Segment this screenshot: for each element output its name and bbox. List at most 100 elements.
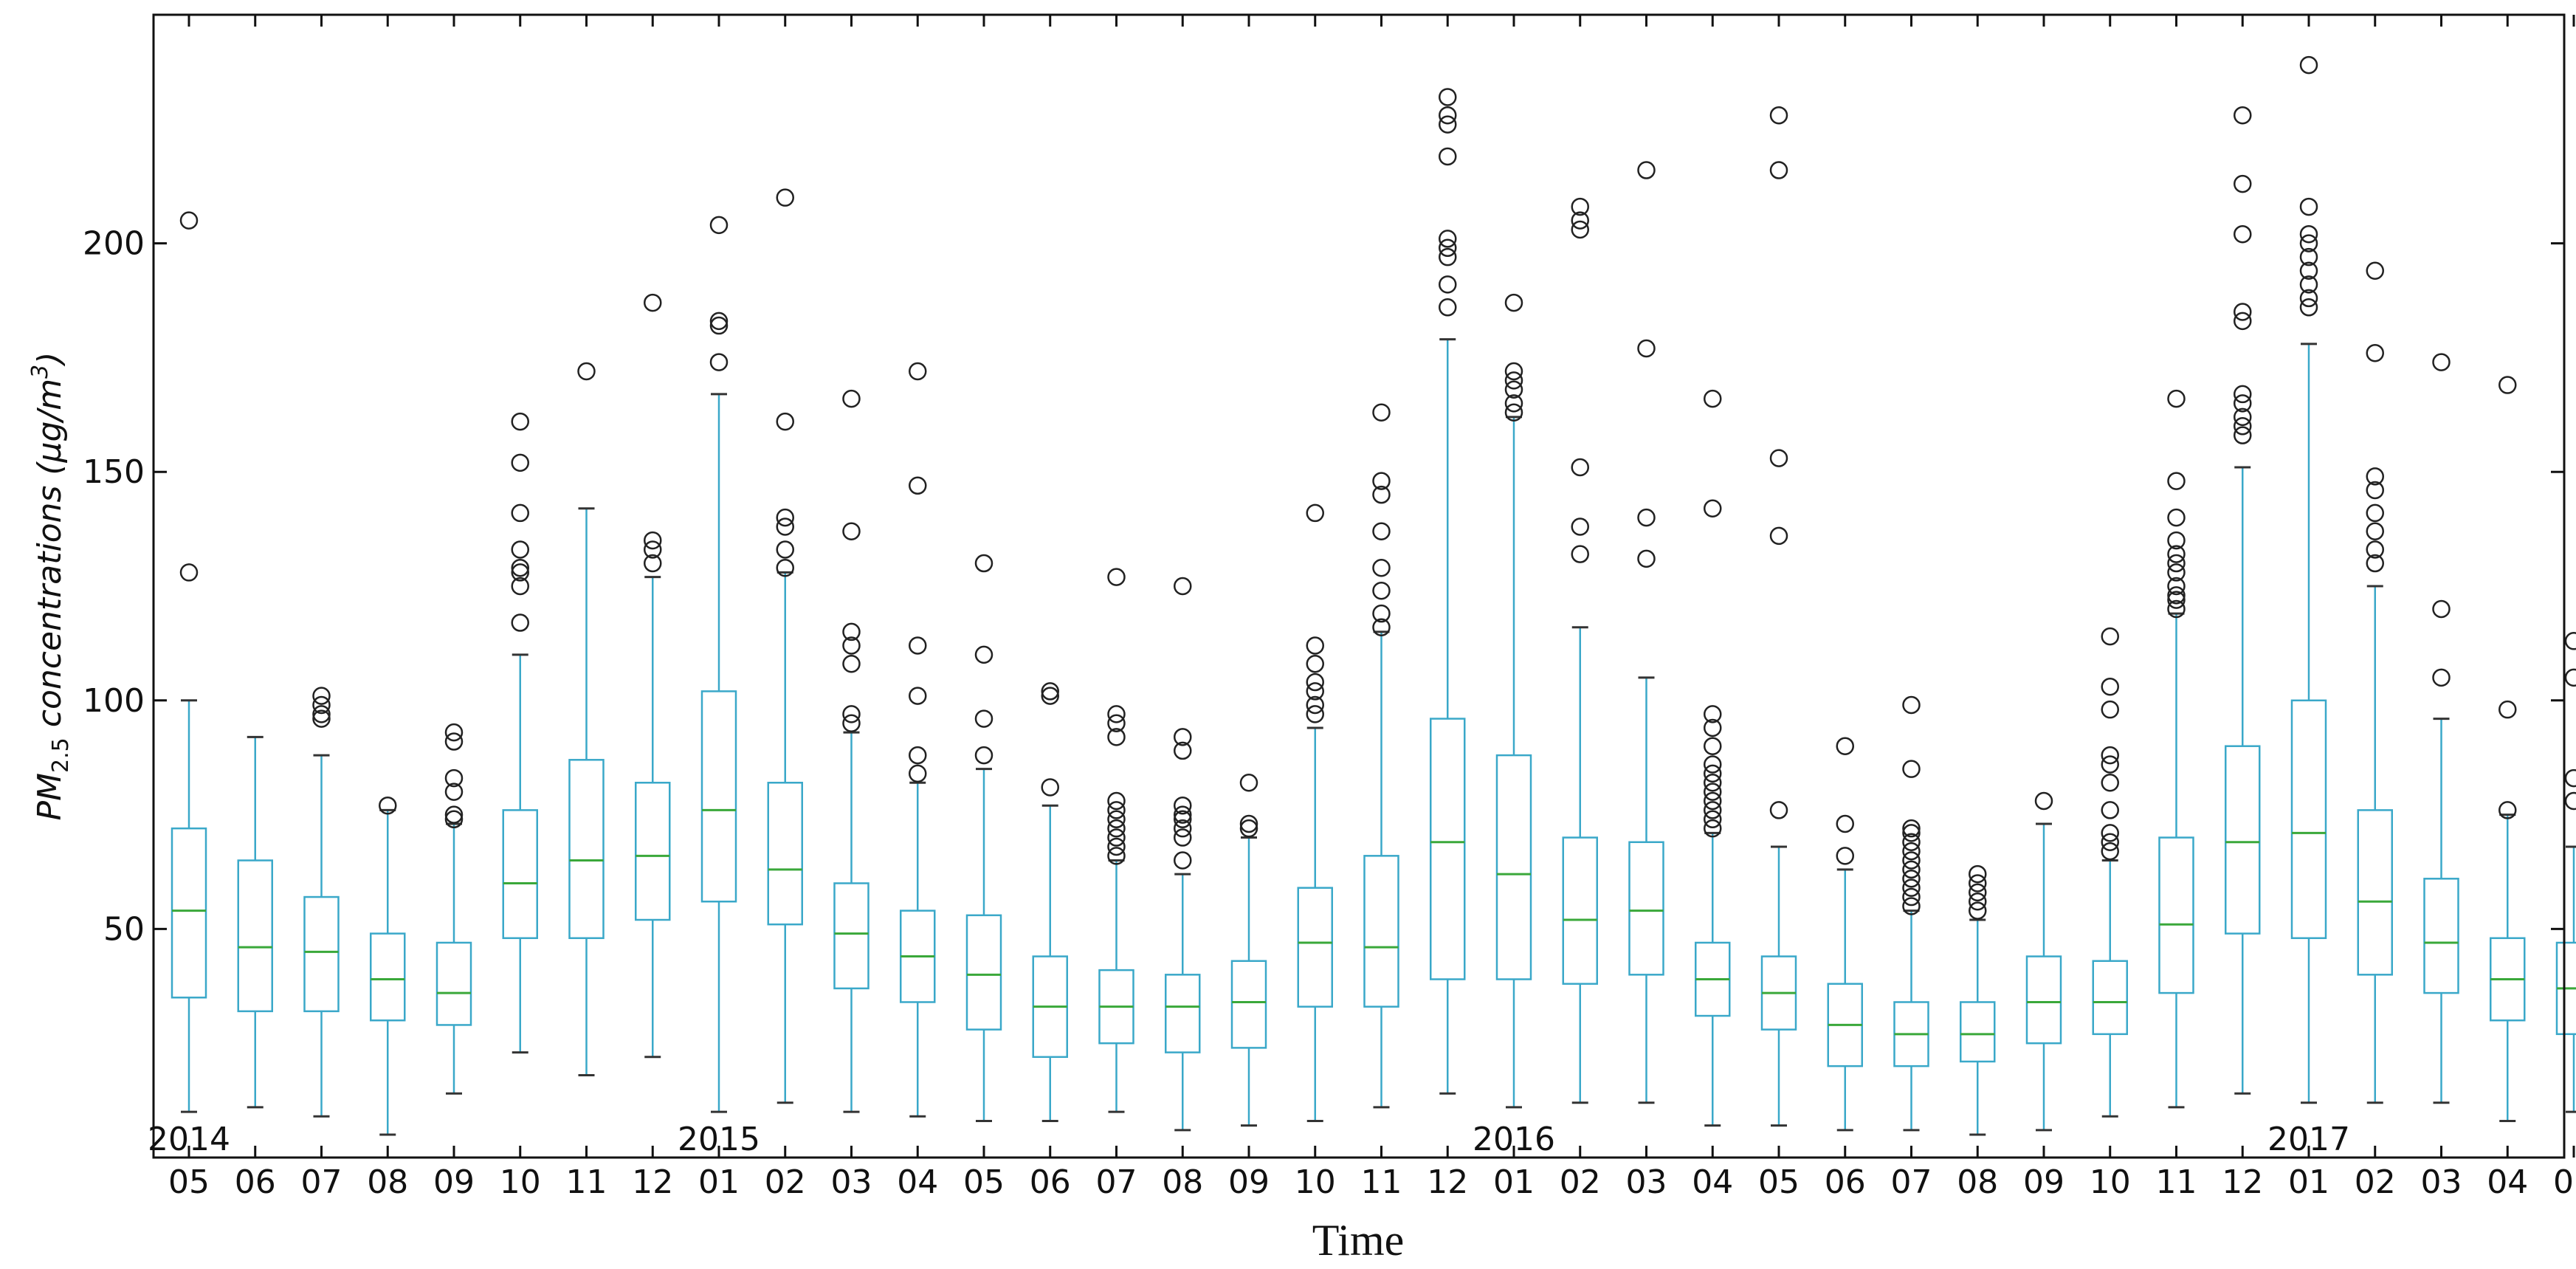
y-axis-title: PM2.5 concentrations (μg/m3) xyxy=(27,352,74,821)
outlier-point xyxy=(1041,687,1059,705)
box-group-30 xyxy=(2158,612,2194,1109)
outlier-point xyxy=(1041,682,1059,701)
outlier-point xyxy=(1439,247,1457,266)
outlier-point xyxy=(1372,485,1391,504)
boxes-layer xyxy=(171,338,2576,1136)
outlier-point xyxy=(2167,591,2186,609)
outlier-point xyxy=(1306,655,1324,673)
outlier-point xyxy=(1836,737,1854,755)
box-group-9 xyxy=(767,571,803,1104)
outlier-point xyxy=(842,389,861,408)
outlier-point xyxy=(2234,106,2252,125)
y-axis-title-subscript: 2.5 xyxy=(48,737,74,773)
box-iqr xyxy=(700,690,737,903)
outlier-point xyxy=(312,705,331,723)
outlier-point xyxy=(776,508,794,527)
outlier-point xyxy=(1969,864,1987,884)
outlier-point xyxy=(1504,371,1523,390)
outlier-point xyxy=(1902,897,1921,915)
outlier-point xyxy=(1174,741,1192,760)
outlier-point xyxy=(909,636,927,655)
x-tick-label: 03 xyxy=(831,1163,872,1201)
outlier-point xyxy=(1836,847,1854,865)
box-iqr xyxy=(171,827,207,999)
outlier-point xyxy=(1637,161,1656,179)
year-label: 2014 xyxy=(148,1121,230,1158)
box-iqr xyxy=(767,782,803,926)
outlier-point xyxy=(974,709,993,728)
outlier-point xyxy=(1637,549,1656,568)
x-tick-label: 12 xyxy=(632,1163,673,1201)
outlier-point xyxy=(2564,632,2576,650)
outlier-point xyxy=(1902,695,1921,715)
outlier-point xyxy=(2299,197,2318,216)
box-group-31 xyxy=(2225,466,2261,1095)
box-group-5 xyxy=(502,653,538,1054)
box-group-25 xyxy=(1827,868,1863,1132)
y-axis-title-unit: μg/m xyxy=(31,379,69,464)
outlier-point xyxy=(1704,783,1722,801)
box-iqr xyxy=(370,932,406,1022)
outlier-point xyxy=(1704,705,1722,723)
box-group-26 xyxy=(1893,909,1929,1132)
outlier-point xyxy=(2167,554,2186,573)
y-axis-title-prefix: PM xyxy=(31,773,69,821)
outlier-point xyxy=(444,723,464,742)
x-tick-label: 07 xyxy=(1096,1163,1137,1201)
outlier-point xyxy=(2366,343,2384,362)
box-group-16 xyxy=(1230,836,1267,1127)
box-iqr xyxy=(1430,718,1466,980)
outlier-point xyxy=(312,695,331,715)
outlier-point xyxy=(2299,55,2318,75)
outlier-point xyxy=(974,645,993,664)
outlier-point xyxy=(2234,426,2252,444)
outlier-point xyxy=(709,216,729,235)
outlier-point xyxy=(644,554,662,573)
x-tick-label: 04 xyxy=(2487,1163,2528,1201)
outlier-point xyxy=(511,577,529,596)
box-group-24 xyxy=(1760,845,1797,1127)
box-group-36 xyxy=(2555,845,2576,1113)
outlier-point xyxy=(1571,458,1589,477)
outlier-point xyxy=(1306,682,1324,701)
x-tick-label: 11 xyxy=(2156,1163,2197,1201)
outlier-point xyxy=(1239,774,1258,792)
outlier-point xyxy=(1769,526,1788,546)
outlier-point xyxy=(644,531,662,550)
outlier-point xyxy=(1704,774,1722,792)
outlier-point xyxy=(709,312,729,331)
outlier-point xyxy=(2234,224,2252,244)
outlier-point xyxy=(1372,403,1391,422)
outlier-point xyxy=(1306,636,1324,655)
box-group-7 xyxy=(635,576,671,1059)
outlier-point xyxy=(2101,842,2119,861)
outlier-point xyxy=(1704,810,1722,829)
x-tick-label: 03 xyxy=(1626,1163,1667,1201)
outlier-point xyxy=(842,655,861,673)
y-tick-label: 100 xyxy=(83,682,145,720)
outlier-point xyxy=(1969,874,1987,893)
outlier-point xyxy=(776,188,794,207)
outlier-point xyxy=(511,503,529,523)
outlier-point xyxy=(1439,115,1457,134)
box-group-33 xyxy=(2357,585,2393,1104)
outlier-point xyxy=(2167,389,2186,408)
outlier-point xyxy=(776,517,794,536)
outlier-point xyxy=(1571,197,1589,216)
box-iqr xyxy=(1363,855,1399,1008)
box-group-14 xyxy=(1098,859,1134,1113)
x-tick-label: 08 xyxy=(1957,1163,1998,1201)
outlier-point xyxy=(2034,791,2053,811)
outlier-point xyxy=(2234,407,2252,427)
outlier-point xyxy=(1306,673,1324,692)
outlier-point xyxy=(1769,801,1788,819)
x-axis-title: Time xyxy=(1312,1216,1405,1265)
outlier-point xyxy=(511,558,529,577)
outlier-point xyxy=(1637,508,1656,527)
outlier-point xyxy=(2101,833,2119,852)
outlier-point xyxy=(2299,275,2318,294)
x-tick-label: 11 xyxy=(1361,1163,1402,1201)
outlier-point xyxy=(2366,481,2384,500)
outlier-point xyxy=(1902,860,1921,879)
